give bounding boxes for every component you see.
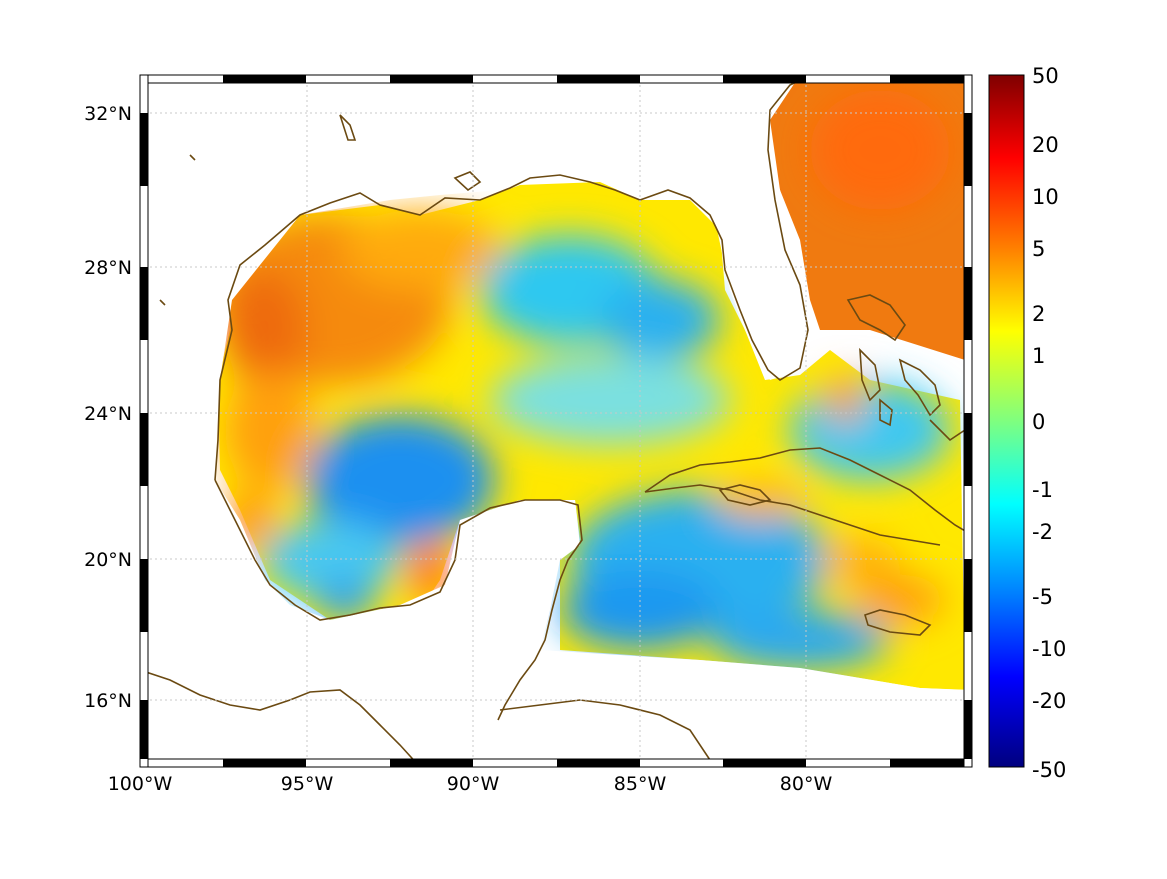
- x-tick-labels: 100°W 95°W 90°W 85°W 80°W: [108, 773, 833, 795]
- colorbar-label: 5: [1032, 237, 1045, 261]
- colorbar-label: 20: [1032, 133, 1059, 157]
- y-tick-label: 32°N: [84, 103, 132, 125]
- colorbar-label: -10: [1032, 637, 1066, 661]
- south-no-data: [470, 650, 972, 767]
- map-frame: [139, 74, 973, 768]
- x-tick-label: 90°W: [447, 773, 500, 795]
- colorbar-label: -5: [1032, 585, 1053, 609]
- colorbar-label: -20: [1032, 689, 1066, 713]
- colorbar-label: 1: [1032, 344, 1045, 368]
- colorbar: [988, 74, 1025, 768]
- x-tick-label: 100°W: [108, 773, 173, 795]
- y-tick-label: 28°N: [84, 257, 132, 279]
- y-tick-label: 20°N: [84, 549, 132, 571]
- colorbar-label: 0: [1032, 410, 1045, 434]
- colorbar-label: 10: [1032, 185, 1059, 209]
- x-tick-label: 95°W: [281, 773, 334, 795]
- y-tick-label: 16°N: [84, 690, 132, 712]
- y-tick-labels: 32°N 28°N 24°N 20°N 16°N: [84, 103, 132, 712]
- y-tick-label: 24°N: [84, 403, 132, 425]
- colorbar-label: 50: [1032, 64, 1059, 88]
- coastlines: [140, 75, 972, 767]
- gridlines: [140, 75, 972, 767]
- x-tick-label: 85°W: [614, 773, 667, 795]
- x-tick-label: 80°W: [780, 773, 833, 795]
- colorbar-label: 2: [1032, 302, 1045, 326]
- colorbar-label: -2: [1032, 520, 1053, 544]
- colorbar-label: -50: [1032, 758, 1066, 782]
- colorbar-label: -1: [1032, 478, 1053, 502]
- colorbar-labels: 50 20 10 5 2 1 0 -1 -2 -5 -10 -20 -50: [1032, 64, 1066, 782]
